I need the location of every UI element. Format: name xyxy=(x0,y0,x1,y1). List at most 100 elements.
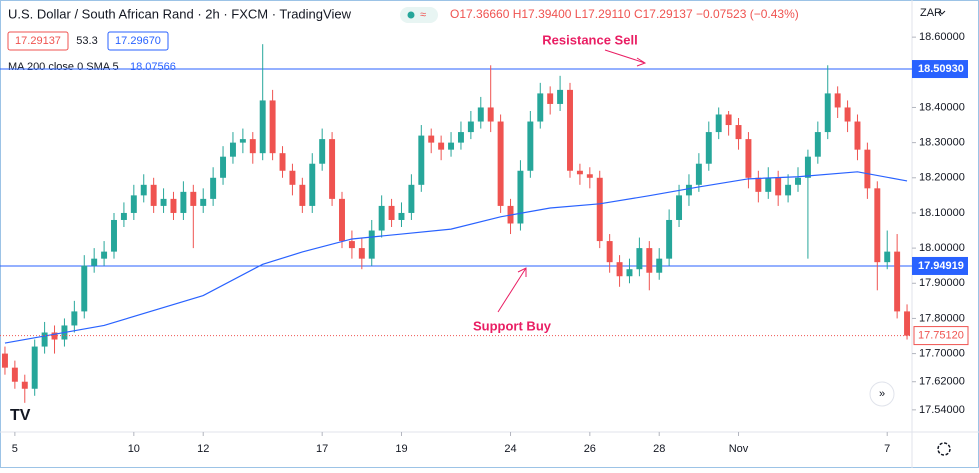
ask-price: 17.29670 xyxy=(115,35,161,47)
candle-body xyxy=(676,195,683,220)
candle-body xyxy=(200,198,207,206)
scroll-button[interactable] xyxy=(869,381,895,407)
candle-body xyxy=(804,156,811,178)
level-label-box xyxy=(912,60,968,79)
y-tick-label: 18.10000 xyxy=(919,207,965,219)
x-tick-label: 19 xyxy=(395,443,407,455)
x-tick-label: 7 xyxy=(884,443,890,455)
y-tick-label: 17.70000 xyxy=(919,347,965,359)
x-tick-label: Nov xyxy=(729,443,749,455)
annotation-arrow xyxy=(497,267,527,313)
x-tick-label: 26 xyxy=(584,443,596,455)
x-tick-label: 12 xyxy=(197,443,209,455)
candle-body xyxy=(785,184,792,196)
currency: ZAR xyxy=(920,7,942,19)
bid-price: 17.29137 xyxy=(15,35,61,47)
x-tick-label: 10 xyxy=(128,443,140,455)
settings-icon[interactable] xyxy=(937,442,951,456)
candle-body xyxy=(448,142,455,150)
candle-body xyxy=(81,265,88,312)
status-pill[interactable] xyxy=(400,7,438,23)
currency-caret[interactable] xyxy=(938,10,946,15)
candle-body xyxy=(31,346,38,389)
candle-body xyxy=(438,142,445,150)
candle-body xyxy=(249,139,256,154)
candle-body xyxy=(259,100,266,154)
y-tick-label: 17.90000 xyxy=(919,277,965,289)
candle-body xyxy=(101,251,108,259)
candle-body xyxy=(735,125,742,140)
candle-body xyxy=(616,262,623,277)
candle-body xyxy=(547,93,554,104)
candle-body xyxy=(864,149,871,189)
candle-body xyxy=(626,269,633,277)
candle-body xyxy=(487,107,494,122)
candle-body xyxy=(537,93,544,122)
candle-body xyxy=(180,191,187,213)
candle-body xyxy=(874,188,881,263)
candle-body xyxy=(497,121,504,206)
ma-legend-value: 18.07566 xyxy=(130,61,176,73)
ask-badge[interactable] xyxy=(107,31,169,51)
candle-body xyxy=(368,230,375,259)
candle-body xyxy=(636,248,643,270)
x-tick-label: 17 xyxy=(316,443,328,455)
candle-body xyxy=(279,153,286,171)
candle-body xyxy=(21,381,28,389)
plot xyxy=(0,36,916,436)
candle-body xyxy=(309,163,316,206)
level-label-box xyxy=(912,256,968,275)
candle-body xyxy=(795,177,801,185)
candle-body xyxy=(695,163,702,185)
candle-body xyxy=(705,132,712,164)
candle-body xyxy=(775,177,782,196)
candle-body xyxy=(1,353,8,368)
y-tick-label: 17.54000 xyxy=(919,404,965,416)
candle-body xyxy=(408,184,415,213)
candle-body xyxy=(41,332,48,347)
candle-body xyxy=(428,135,435,143)
candle-body xyxy=(765,177,772,192)
y-tick-label: 18.30000 xyxy=(919,137,965,149)
annotation: Support Buy xyxy=(473,318,552,333)
candle-body xyxy=(160,198,167,206)
candle-body xyxy=(656,258,663,273)
candle-body xyxy=(755,177,762,192)
candle-body xyxy=(477,107,484,122)
level-label: 18.50930 xyxy=(918,63,964,75)
y-tick-label: 18.20000 xyxy=(919,172,965,184)
bid-badge[interactable] xyxy=(7,31,69,51)
candle-body xyxy=(140,184,147,196)
candle-body xyxy=(130,195,137,213)
candle-body xyxy=(834,93,841,108)
x-tick-label: 24 xyxy=(504,443,516,455)
candle-body xyxy=(894,251,901,312)
candle-body xyxy=(586,174,593,178)
chart-title: U.S. Dollar / South African Rand · 2h · … xyxy=(8,6,352,21)
candle-body xyxy=(814,132,821,157)
candle-body xyxy=(666,219,673,259)
y-tick-label: 18.00000 xyxy=(919,242,965,254)
candle-body xyxy=(904,311,911,336)
candle-body xyxy=(596,177,603,242)
candle-body xyxy=(388,205,395,220)
y-tick-label: 17.62000 xyxy=(919,376,965,388)
last-price-box xyxy=(913,326,969,346)
candle-body xyxy=(854,121,861,150)
candle-body xyxy=(239,139,246,143)
candle-body xyxy=(71,311,78,326)
candle-body xyxy=(884,251,891,263)
candle-body xyxy=(91,258,98,266)
logo: TV xyxy=(10,407,31,424)
candle-body xyxy=(398,212,405,220)
candle-body xyxy=(229,142,236,157)
candle-body xyxy=(358,248,365,259)
candle-body xyxy=(329,139,336,199)
candle-body xyxy=(220,156,227,178)
candle-body xyxy=(457,132,464,143)
candle-body xyxy=(339,198,345,242)
candle-body xyxy=(269,100,276,154)
candle-body xyxy=(319,139,326,164)
